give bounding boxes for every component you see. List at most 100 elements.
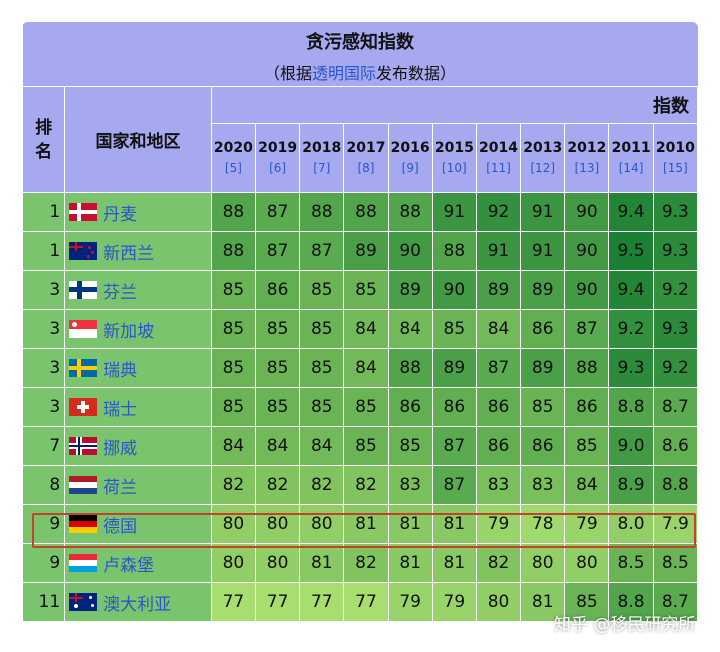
reference-link[interactable]: [8] [357,161,375,175]
table-row: 3 芬兰 85 86 85 85 89 90 89 89 90 9.4 9.2 [22,270,698,310]
year-header-2019: 2019 [6] [254,123,301,193]
index-value-cell: 9.4 [608,192,654,232]
index-value-cell: 85 [210,348,256,388]
index-value-cell: 77 [254,582,301,622]
country-link[interactable]: 瑞士 [103,399,138,420]
index-value-cell: 86 [475,387,522,427]
index-value-cell: 80 [254,504,301,544]
table-title-cell: 贪污感知指数 （根据透明国际发布数据） [22,22,698,87]
reference-link[interactable]: [12] [530,161,556,175]
country-link[interactable]: 新西兰 [103,243,155,264]
index-value-cell: 80 [520,543,566,583]
index-value-cell: 85 [564,426,610,466]
index-value-cell: 8.5 [608,543,654,583]
index-value-cell: 90 [387,231,433,271]
year-header-2010: 2010 [15] [652,123,698,193]
index-value-cell: 84 [475,309,522,349]
country-link[interactable]: 荷兰 [103,477,138,498]
new-zealand-flag-icon [69,242,98,260]
year-label: 2012 [567,140,607,156]
cpi-table: 贪污感知指数 （根据透明国际发布数据） 排 名 国家和地区 指数 2020 [5]… [22,22,698,622]
index-value-cell: 8.8 [608,387,654,427]
index-value-cell: 82 [254,465,301,505]
index-value-cell: 83 [475,465,522,505]
index-value-cell: 88 [343,192,389,232]
rank-cell: 3 [22,309,66,349]
country-link[interactable]: 卢森堡 [103,555,155,576]
country-cell: 瑞士 [64,387,212,427]
zhihu-watermark: 知乎 @移民研究所 [554,615,696,635]
index-value-cell: 88 [210,192,256,232]
rank-cell: 3 [22,387,66,427]
reference-link[interactable]: [9] [401,161,419,175]
rank-cell: 1 [22,192,66,232]
index-value-cell: 84 [564,465,610,505]
country-link[interactable]: 德国 [103,516,138,537]
cpi-table-card: 贪污感知指数 （根据透明国际发布数据） 排 名 国家和地区 指数 2020 [5]… [22,22,698,630]
index-value-cell: 86 [254,270,301,310]
reference-link[interactable]: [5] [224,161,242,175]
index-value-cell: 91 [520,192,566,232]
reference-link[interactable]: [14] [618,161,644,175]
rank-header-char-2: 名 [35,141,53,162]
country-link[interactable]: 瑞典 [103,360,138,381]
index-value-cell: 87 [254,231,301,271]
table-row: 3 新加坡 85 85 85 84 84 85 84 86 87 9.2 9.3 [22,309,698,349]
index-value-cell: 9.3 [652,309,698,349]
year-header-2016: 2016 [9] [387,123,433,193]
table-title: 贪污感知指数 [306,32,414,53]
index-value-cell: 90 [564,270,610,310]
year-header-2015: 2015 [10] [431,123,477,193]
table-row: 3 瑞士 85 85 85 85 86 86 86 85 86 8.8 8.7 [22,387,698,427]
netherlands-flag-icon [69,476,98,494]
year-header-2013: 2013 [12] [520,123,566,193]
index-value-cell: 8.9 [608,465,654,505]
switzerland-flag-icon [69,398,98,416]
index-value-cell: 82 [210,465,256,505]
index-value-cell: 84 [343,309,389,349]
index-value-cell: 8.7 [652,387,698,427]
year-label: 2019 [258,140,298,156]
index-value-cell: 84 [299,426,345,466]
reference-link[interactable]: [13] [574,161,600,175]
index-value-cell: 82 [343,465,389,505]
index-value-cell: 77 [343,582,389,622]
index-value-cell: 88 [387,348,433,388]
country-cell: 德国 [64,504,212,544]
index-value-cell: 87 [475,348,522,388]
reference-link[interactable]: [6] [269,161,287,175]
reference-link[interactable]: [11] [486,161,511,175]
country-link[interactable]: 芬兰 [103,282,138,303]
country-link[interactable]: 丹麦 [103,204,138,225]
index-value-cell: 85 [343,270,389,310]
index-value-cell: 84 [210,426,256,466]
index-value-cell: 8.8 [608,582,654,622]
reference-link[interactable]: [15] [663,161,688,175]
index-value-cell: 79 [387,582,433,622]
rank-cell: 8 [22,465,66,505]
index-value-cell: 89 [431,348,477,388]
transparency-international-link[interactable]: 透明国际 [311,64,376,83]
country-cell: 卢森堡 [64,543,212,583]
year-label: 2011 [611,140,651,156]
index-value-cell: 81 [387,543,433,583]
reference-link[interactable]: [10] [442,161,467,175]
rank-cell: 9 [22,504,66,544]
year-header-2011: 2011 [14] [608,123,654,193]
index-value-cell: 80 [210,543,256,583]
index-value-cell: 88 [299,192,345,232]
index-value-cell: 85 [387,426,433,466]
index-value-cell: 88 [387,192,433,232]
country-link[interactable]: 挪威 [103,438,138,459]
table-row: 1 丹麦 88 87 88 88 88 91 92 91 90 9.4 9.3 [22,192,698,232]
index-value-cell: 87 [254,192,301,232]
year-label: 2016 [390,140,430,156]
index-value-cell: 89 [520,348,566,388]
index-value-cell: 81 [431,504,477,544]
rank-column-header: 排 名 [22,86,66,193]
country-link[interactable]: 澳大利亚 [103,594,172,615]
reference-link[interactable]: [7] [313,161,331,175]
index-value-cell: 81 [387,504,433,544]
index-value-cell: 77 [210,582,256,622]
country-link[interactable]: 新加坡 [103,321,155,342]
